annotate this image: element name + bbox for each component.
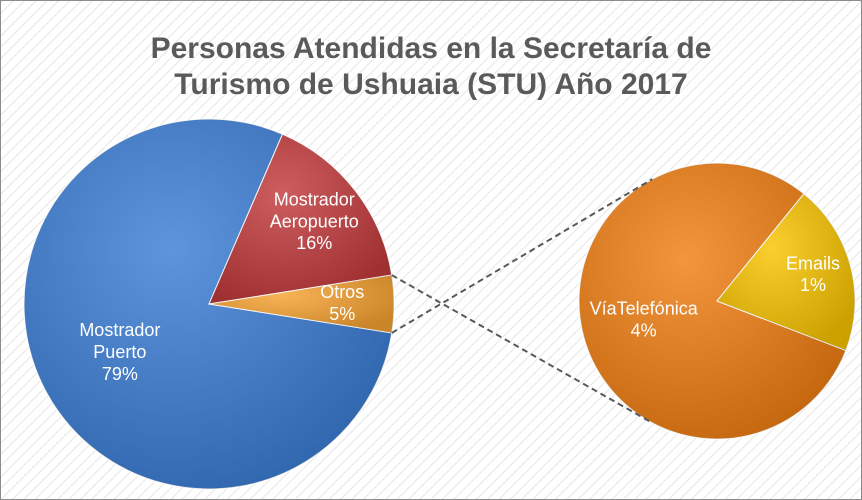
slice-category-label: Otros — [320, 282, 364, 302]
label-line: VíaTelefónica — [590, 298, 699, 318]
chart-title: Personas Atendidas en la Secretaría de T… — [150, 32, 712, 101]
label-line: Puerto — [93, 342, 146, 362]
slice-category-label: Mostrador Puerto — [79, 320, 160, 362]
slice-value-label: 1% — [800, 275, 826, 295]
label-line: Otros — [320, 282, 364, 302]
slice-value-label: 4% — [631, 320, 657, 340]
connector-line — [391, 178, 653, 334]
label-line: Emails — [786, 253, 840, 273]
slice-category-label: Emails — [786, 253, 840, 273]
label-line: Aeropuerto — [270, 211, 359, 231]
slice-category-label: Mostrador Aeropuerto — [270, 189, 359, 231]
label-line: Mostrador — [79, 320, 160, 340]
slice-category-label: VíaTelefónica — [590, 298, 699, 318]
slice-value-label: 79% — [102, 364, 138, 384]
slice-value-label: 5% — [329, 304, 355, 324]
label-line: Mostrador — [274, 189, 355, 209]
slice-value-label: 16% — [296, 233, 332, 253]
